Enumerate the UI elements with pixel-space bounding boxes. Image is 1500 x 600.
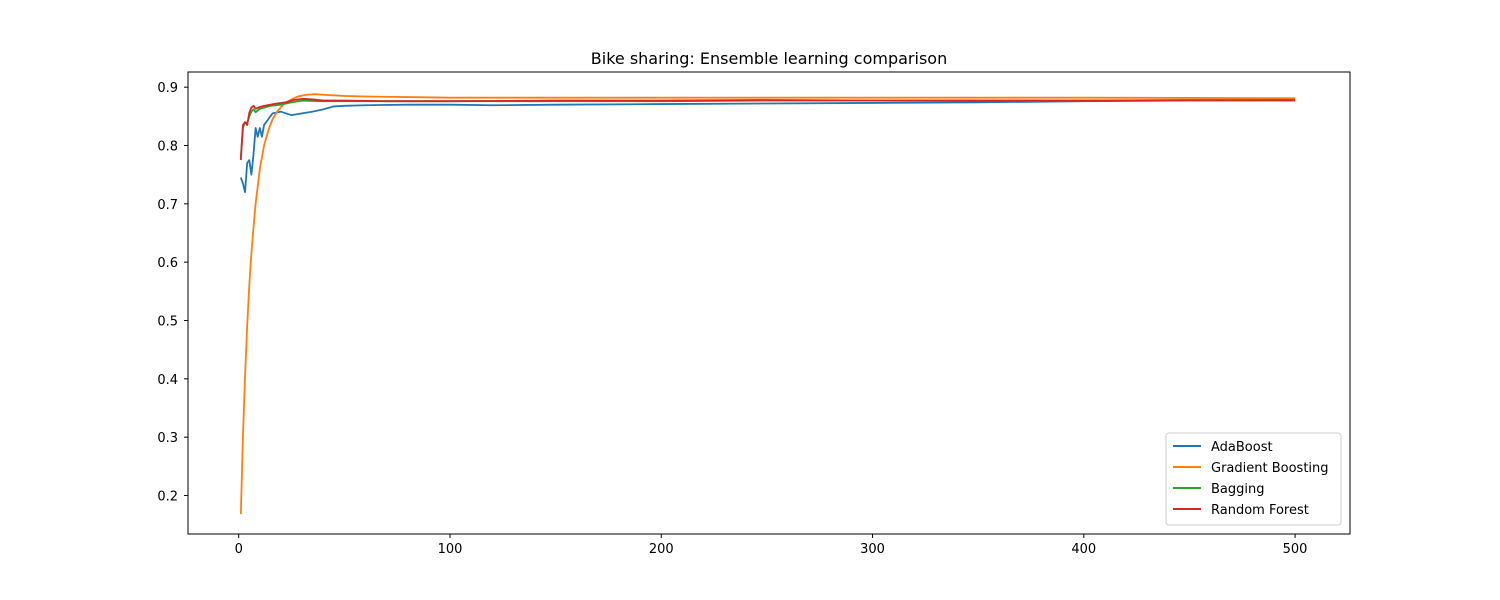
- legend-label-bagging: Bagging: [1211, 482, 1265, 497]
- series-layer: [239, 93, 1296, 515]
- legend-label-adaboost: AdaBoost: [1211, 440, 1273, 455]
- x-tick-label: 500: [1283, 542, 1308, 557]
- x-tick-label: 100: [438, 542, 463, 557]
- chart-title: Bike sharing: Ensemble learning comparis…: [591, 49, 947, 68]
- y-tick-label: 0.3: [157, 431, 178, 446]
- plot-area: [187, 71, 1351, 535]
- legend-label-gradient-boosting: Gradient Boosting: [1211, 461, 1329, 476]
- x-tick-label: 400: [1071, 542, 1096, 557]
- x-tick-label: 0: [235, 542, 243, 557]
- y-tick-label: 0.5: [157, 315, 178, 330]
- y-tick-label: 0.2: [157, 490, 178, 505]
- x-tick-label: 200: [649, 542, 674, 557]
- y-tick-label: 0.7: [157, 198, 178, 213]
- y-tick-label: 0.4: [157, 373, 178, 388]
- y-tick-label: 0.8: [157, 140, 178, 155]
- y-axis: 0.2 0.3 0.4 0.5 0.6 0.7 0.8 0.9: [157, 81, 188, 505]
- legend-label-random-forest: Random Forest: [1211, 503, 1309, 518]
- legend-box: [1165, 432, 1342, 526]
- x-tick-label: 300: [860, 542, 885, 557]
- x-axis: 0 100 200 300 400 500: [235, 534, 1308, 557]
- y-tick-label: 0.6: [157, 256, 178, 271]
- legend: AdaBoost Gradient Boosting Bagging Random F…: [1165, 432, 1342, 526]
- series-line-adaboost: [239, 99, 1296, 194]
- series-line-random-forest: [239, 97, 1296, 161]
- y-tick-label: 0.9: [157, 81, 178, 96]
- axes-frame: [187, 71, 1351, 535]
